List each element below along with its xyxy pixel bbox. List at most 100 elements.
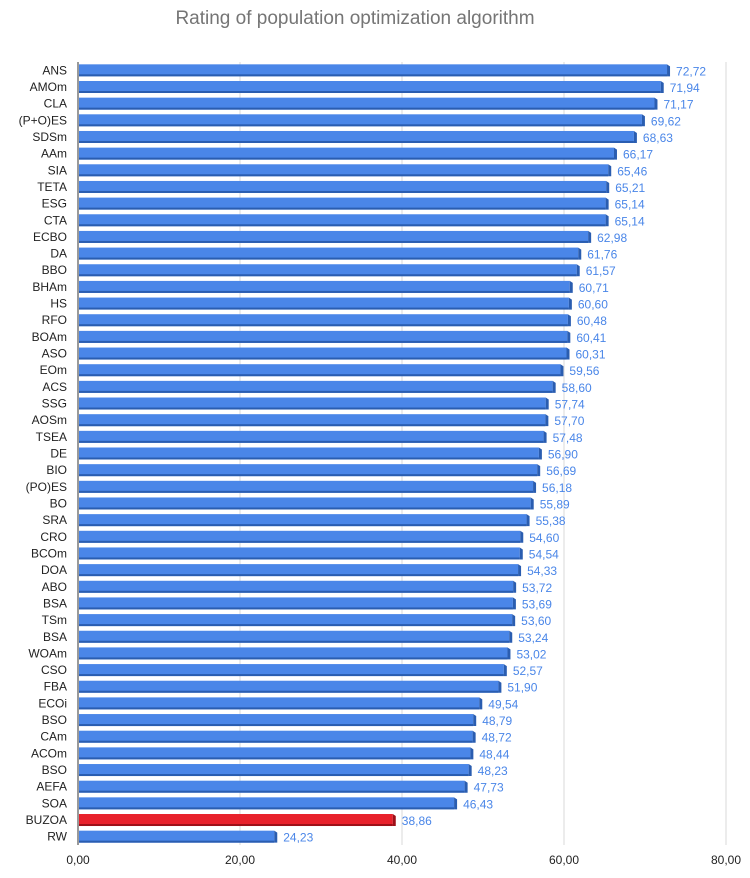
data-label: 48,79 — [482, 714, 512, 728]
data-label: 54,33 — [527, 564, 557, 578]
data-label: 38,86 — [402, 814, 432, 828]
bar — [79, 247, 579, 260]
category-label: AAm — [41, 147, 67, 161]
category-label: CSO — [41, 663, 67, 677]
bar — [79, 647, 508, 660]
bar-shadow — [79, 707, 480, 710]
bar-shadow — [79, 690, 499, 693]
bar-shadow — [79, 490, 534, 493]
data-label: 53,69 — [522, 597, 552, 611]
data-label: 56,90 — [548, 448, 578, 462]
data-label: 54,54 — [529, 547, 559, 561]
data-label: 60,48 — [577, 314, 607, 328]
bar-shadow — [79, 307, 569, 310]
bar — [79, 64, 668, 77]
data-label: 53,02 — [516, 647, 546, 661]
category-label: DOA — [41, 563, 67, 577]
bar-shadow — [79, 557, 520, 560]
data-label: 54,60 — [529, 531, 559, 545]
bar-end-cap — [530, 497, 534, 510]
bar-shadow — [79, 457, 539, 460]
bar-end-cap — [464, 780, 468, 793]
bar-end-cap — [512, 614, 516, 627]
bar-end-cap — [509, 630, 513, 643]
bar-shadow — [79, 240, 589, 243]
bar-end-cap — [576, 264, 580, 277]
category-label: AEFA — [36, 780, 67, 794]
bar — [79, 614, 513, 627]
bar — [79, 480, 534, 493]
category-label: TSEA — [36, 430, 67, 444]
bar-shadow — [79, 174, 609, 177]
bar — [79, 430, 544, 443]
bar-shadow — [79, 407, 546, 410]
category-label: EOm — [40, 363, 67, 377]
bar — [79, 564, 519, 577]
category-label: CRO — [40, 530, 67, 544]
bar-end-cap — [470, 747, 474, 760]
category-label: FBA — [44, 680, 67, 694]
data-label: 60,41 — [576, 331, 606, 345]
bar-end-cap — [472, 730, 476, 743]
bar-end-cap — [274, 830, 278, 843]
bar — [79, 597, 513, 610]
data-label: 65,21 — [615, 181, 645, 195]
data-label: 48,23 — [478, 764, 508, 778]
bar — [79, 447, 539, 460]
bar-shadow — [79, 524, 527, 527]
bar-shadow — [79, 807, 455, 810]
bar-end-cap — [654, 97, 658, 110]
data-label: 53,72 — [522, 581, 552, 595]
category-label: (PO)ES — [26, 480, 67, 494]
data-label: 48,44 — [479, 747, 509, 761]
bar-end-cap — [567, 314, 571, 327]
category-label: ASO — [42, 347, 67, 361]
bar-end-cap — [392, 814, 396, 827]
x-tick-label: 80,00 — [711, 853, 741, 867]
bar — [79, 230, 589, 243]
bar-shadow — [79, 207, 606, 210]
bar-shadow — [79, 757, 471, 760]
bar-end-cap — [667, 64, 671, 77]
bar — [79, 80, 661, 93]
bar-shadow — [79, 390, 553, 393]
bar — [79, 197, 606, 210]
data-label: 59,56 — [569, 364, 599, 378]
bar — [79, 164, 609, 177]
bar-end-cap — [606, 180, 610, 193]
bar — [79, 380, 553, 393]
category-label: DE — [50, 447, 67, 461]
bar — [79, 264, 577, 277]
bar-shadow — [79, 574, 519, 577]
bar-end-cap — [526, 514, 530, 527]
bar — [79, 630, 510, 643]
bar-end-cap — [633, 130, 637, 143]
category-label: BO — [50, 496, 67, 510]
bar-end-cap — [567, 330, 571, 343]
bar-end-cap — [503, 664, 507, 677]
bar-shadow — [79, 74, 668, 77]
category-label: SSG — [42, 397, 67, 411]
bar-end-cap — [468, 764, 472, 777]
bar — [79, 514, 527, 527]
category-label: BBO — [42, 263, 67, 277]
category-label: SRA — [42, 513, 67, 527]
bar-end-cap — [545, 397, 549, 410]
bar-shadow — [79, 257, 579, 260]
data-label: 55,89 — [540, 497, 570, 511]
category-label: RW — [47, 830, 67, 844]
category-label: SDSm — [32, 130, 67, 144]
category-label: BCOm — [31, 546, 67, 560]
bar-shadow — [79, 324, 568, 327]
bar — [79, 580, 514, 593]
bar — [79, 730, 473, 743]
category-label: ECBO — [33, 230, 67, 244]
bar-end-cap — [552, 380, 556, 393]
category-label: ECOi — [38, 696, 67, 710]
data-label: 60,71 — [579, 281, 609, 295]
x-tick-label: 60,00 — [549, 853, 579, 867]
bar — [79, 464, 538, 477]
bar — [79, 130, 634, 143]
data-label: 52,57 — [513, 664, 543, 678]
